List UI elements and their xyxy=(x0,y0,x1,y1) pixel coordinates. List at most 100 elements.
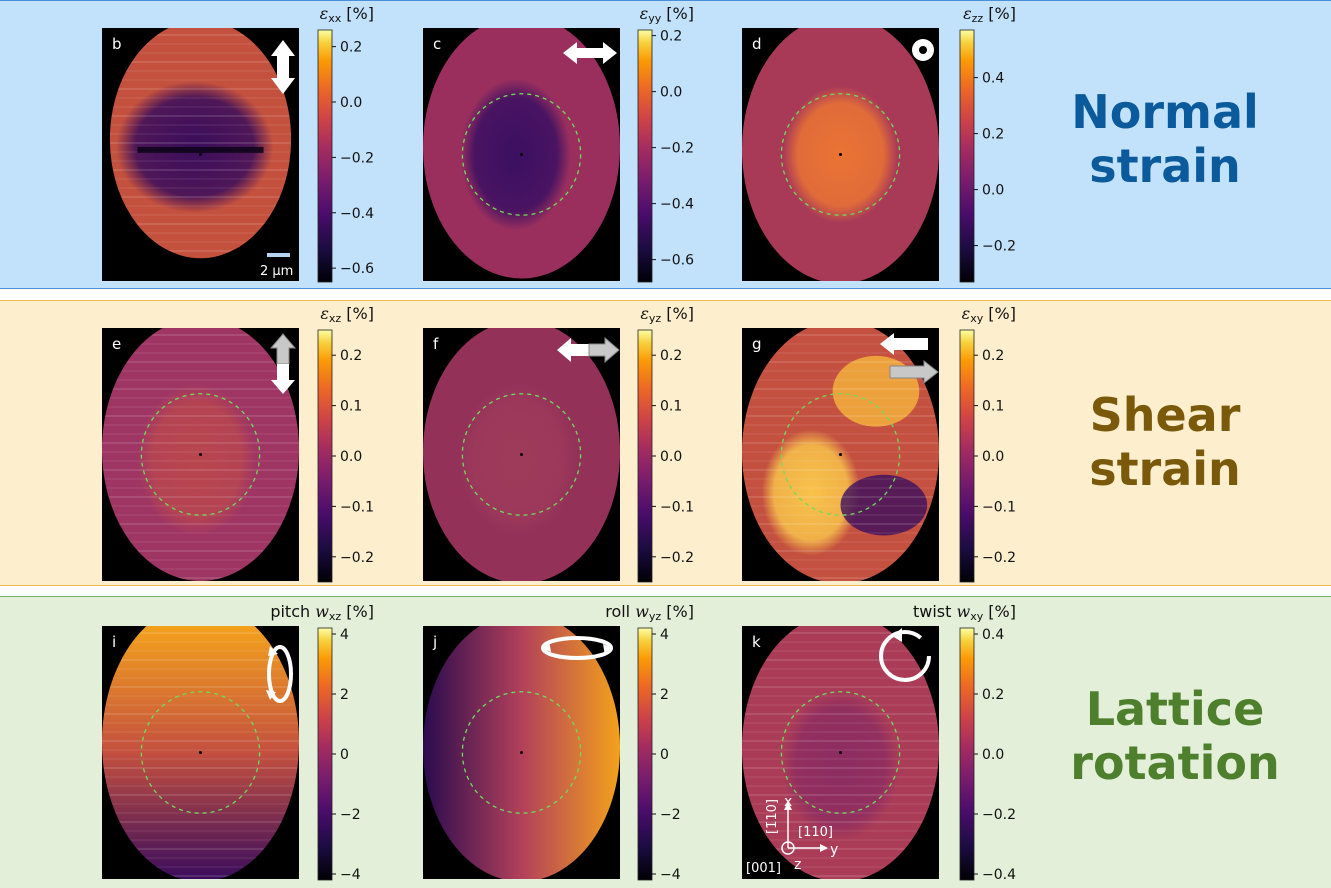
colorbar: 4 2 0 −2 −4 xyxy=(637,627,681,883)
colorbar-gradient xyxy=(959,329,975,583)
colorbar-gradient xyxy=(317,29,333,283)
colorbar: 0.2 0.0 −0.2 −0.4 −0.6 xyxy=(637,29,694,283)
scalebar xyxy=(267,253,290,257)
heatmap-stripe xyxy=(109,133,292,135)
center-dot xyxy=(520,153,523,156)
colorbar-title-prefix: twist xyxy=(912,602,957,621)
heatmap-stripe xyxy=(742,388,939,390)
heatmap-stripe xyxy=(742,758,939,760)
colorbar-tick-label: −0.1 xyxy=(660,499,694,515)
heatmap-stripe xyxy=(742,469,939,471)
heatmap-stripe xyxy=(102,713,299,715)
row-title-lattice-rotation: Lattice rotation xyxy=(1025,682,1325,790)
direction-label-y: [110] xyxy=(798,825,833,840)
colorbar-title-symbol: w xyxy=(635,602,649,621)
colorbar-title-subscript: yz xyxy=(648,312,662,325)
colorbar-tick-label: 0.2 xyxy=(660,29,682,45)
heatmap-stripe xyxy=(742,334,939,336)
heatmap-stripe xyxy=(102,794,299,796)
colorbar-title: εzz [%] xyxy=(963,4,1016,25)
heatmap-stripe xyxy=(109,70,292,72)
row-title-line: Normal xyxy=(1071,85,1259,139)
heatmap-stripe xyxy=(102,451,299,453)
direction-label-z: [001] xyxy=(746,861,781,876)
colorbar-title-subscript: xy xyxy=(970,610,984,623)
colorbar-title: roll wyz [%] xyxy=(605,602,694,623)
colorbar-title-prefix: roll xyxy=(605,602,636,621)
heatmap-stripe xyxy=(742,532,939,534)
heatmap-stripe xyxy=(742,776,939,778)
heatmap-stripe xyxy=(109,79,292,81)
heatmap-stripe xyxy=(742,343,939,345)
colorbar-tick-label: 0.4 xyxy=(982,627,1004,643)
heatmap-stripe xyxy=(742,839,939,841)
vertical-double-arrow-icon xyxy=(271,40,295,94)
colorbar-tick-label: 0.0 xyxy=(660,85,682,101)
heatmap-stripe xyxy=(102,433,299,435)
heatmap-stripe xyxy=(102,848,299,850)
colorbar-tick-label: 4 xyxy=(340,627,349,643)
center-dot xyxy=(199,751,202,754)
colorbar-title-suffix: [%] xyxy=(661,4,694,23)
colorbar-tick-label: 0.0 xyxy=(340,95,362,111)
heatmap-stripe xyxy=(742,875,939,877)
colorbar-tick-label: −0.2 xyxy=(660,550,694,566)
heatmap-stripe xyxy=(742,821,939,823)
colorbar: 0.4 0.2 0.0 −0.2 −0.4 xyxy=(959,627,1016,883)
heatmap-stripe xyxy=(742,433,939,435)
heatmap-stripe xyxy=(742,523,939,525)
heatmap-panel: d xyxy=(742,28,939,281)
heatmap-stripe xyxy=(102,722,299,724)
colorbar-tick-label: 0.0 xyxy=(982,747,1004,763)
colorbar-tick-label: −4 xyxy=(340,867,361,883)
heatmap-stripe xyxy=(102,650,299,652)
heatmap-stripe xyxy=(102,857,299,859)
heatmap-stripe xyxy=(742,424,939,426)
heatmap-feature xyxy=(761,429,861,556)
heatmap-stripe xyxy=(109,115,292,117)
colorbar-title-subscript: xx xyxy=(328,12,342,25)
heatmap-stripe xyxy=(102,875,299,877)
heatmap-stripe xyxy=(742,496,939,498)
heatmap-stripe xyxy=(742,740,939,742)
heatmap-stripe xyxy=(102,487,299,489)
heatmap-stripe xyxy=(102,514,299,516)
heatmap-panel: j xyxy=(423,626,620,879)
colorbar: 0.2 0.1 0.0 −0.1 −0.2 xyxy=(959,329,1016,583)
heatmap-stripe xyxy=(742,478,939,480)
colorbar: 0.2 0.1 0.0 −0.1 −0.2 xyxy=(317,329,374,583)
colorbar-title-suffix: [%] xyxy=(661,304,694,323)
heatmap-stripe xyxy=(102,677,299,679)
colorbar-gradient xyxy=(959,627,975,881)
colorbar-gradient xyxy=(637,29,653,283)
colorbar-tick-label: −0.6 xyxy=(660,253,694,269)
heatmap-stripe xyxy=(102,812,299,814)
colorbar-tick-label: 4 xyxy=(660,627,669,643)
heatmap-stripe xyxy=(102,821,299,823)
heatmap-stripe xyxy=(742,650,939,652)
heatmap-stripe xyxy=(102,469,299,471)
heatmap-stripe xyxy=(742,514,939,516)
colorbar-title-subscript: xz xyxy=(328,610,342,623)
colorbar-title: εyz [%] xyxy=(640,304,694,325)
heatmap-stripe xyxy=(102,388,299,390)
colorbar-title: εyy [%] xyxy=(640,4,694,25)
center-dot xyxy=(839,751,842,754)
heatmap-stripe xyxy=(102,406,299,408)
heatmap-stripe xyxy=(102,577,299,579)
heatmap-feature xyxy=(781,689,900,842)
panel-letter: e xyxy=(112,335,121,353)
center-dot xyxy=(520,453,523,456)
colorbar-tick-label: −0.4 xyxy=(982,867,1016,883)
heatmap-feature xyxy=(137,146,264,153)
heatmap-stripe xyxy=(742,713,939,715)
colorbar-tick-label: 0.0 xyxy=(660,449,682,465)
heatmap-stripe xyxy=(102,803,299,805)
colorbar-title-prefix: pitch xyxy=(270,602,316,621)
heatmap-stripe xyxy=(102,541,299,543)
heatmap-stripe xyxy=(102,415,299,417)
colorbar-tick-label: −0.2 xyxy=(982,550,1016,566)
heatmap-panel: e xyxy=(102,328,299,581)
twist-rotation-arrow-icon xyxy=(879,628,931,682)
center-dot xyxy=(839,453,842,456)
